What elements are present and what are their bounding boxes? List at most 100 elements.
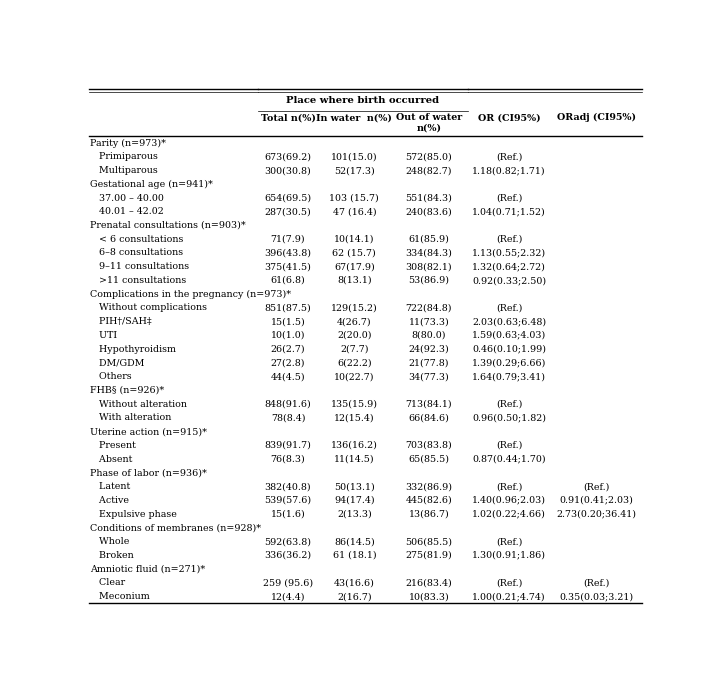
Text: 382(40.8): 382(40.8) xyxy=(265,482,312,491)
Text: 50(13.1): 50(13.1) xyxy=(334,482,375,491)
Text: 332(86.9): 332(86.9) xyxy=(406,482,453,491)
Text: 275(81.9): 275(81.9) xyxy=(406,551,452,560)
Text: 129(15.2): 129(15.2) xyxy=(331,304,378,313)
Text: 94(17.4): 94(17.4) xyxy=(334,496,374,505)
Text: 15(1.6): 15(1.6) xyxy=(271,510,305,519)
Text: (Ref.): (Ref.) xyxy=(496,482,522,491)
Text: Active: Active xyxy=(91,496,129,505)
Text: 61 (18.1): 61 (18.1) xyxy=(332,551,376,560)
Text: Place where birth occurred: Place where birth occurred xyxy=(286,96,439,104)
Text: 65(85.5): 65(85.5) xyxy=(409,455,449,464)
Text: (Ref.): (Ref.) xyxy=(496,537,522,546)
Text: 445(82.6): 445(82.6) xyxy=(406,496,452,505)
Text: In water  n(%): In water n(%) xyxy=(317,113,392,122)
Text: 1.40(0.96;2.03): 1.40(0.96;2.03) xyxy=(472,496,546,505)
Text: 11(73.3): 11(73.3) xyxy=(409,317,449,326)
Text: 673(69.2): 673(69.2) xyxy=(265,153,312,161)
Text: 506(85.5): 506(85.5) xyxy=(406,537,453,546)
Text: 240(83.6): 240(83.6) xyxy=(406,207,452,216)
Text: Whole: Whole xyxy=(91,537,130,546)
Text: (Ref.): (Ref.) xyxy=(496,399,522,409)
Text: 103 (15.7): 103 (15.7) xyxy=(329,193,379,203)
Text: 2(20.0): 2(20.0) xyxy=(337,331,371,340)
Text: 40.01 – 42.02: 40.01 – 42.02 xyxy=(91,207,164,216)
Text: 1.30(0.91;1.86): 1.30(0.91;1.86) xyxy=(472,551,546,560)
Text: 2(7.7): 2(7.7) xyxy=(340,344,369,354)
Text: 216(83.4): 216(83.4) xyxy=(406,578,452,587)
Text: 713(84.1): 713(84.1) xyxy=(406,399,452,409)
Text: 61(85.9): 61(85.9) xyxy=(409,235,449,244)
Text: 15(1.5): 15(1.5) xyxy=(271,317,305,326)
Text: 24(92.3): 24(92.3) xyxy=(409,344,449,354)
Text: 62 (15.7): 62 (15.7) xyxy=(332,249,376,258)
Text: 1.64(0.79;3.41): 1.64(0.79;3.41) xyxy=(472,372,546,381)
Text: 66(84.6): 66(84.6) xyxy=(409,414,449,422)
Text: With alteration: With alteration xyxy=(91,414,172,422)
Text: 654(69.5): 654(69.5) xyxy=(265,193,312,203)
Text: 1.32(0.64;2.72): 1.32(0.64;2.72) xyxy=(472,262,546,271)
Text: 78(8.4): 78(8.4) xyxy=(271,414,305,422)
Text: 0.46(0.10;1.99): 0.46(0.10;1.99) xyxy=(472,344,546,354)
Text: 136(16.2): 136(16.2) xyxy=(331,441,378,450)
Text: PIH†/SAH‡: PIH†/SAH‡ xyxy=(91,317,152,326)
Text: 135(15.9): 135(15.9) xyxy=(331,399,378,409)
Text: FHB§ (n=926)*: FHB§ (n=926)* xyxy=(91,386,165,395)
Text: 34(77.3): 34(77.3) xyxy=(409,372,449,381)
Text: (Ref.): (Ref.) xyxy=(496,235,522,244)
Text: 9–11 consultations: 9–11 consultations xyxy=(91,262,190,271)
Text: 551(84.3): 551(84.3) xyxy=(406,193,452,203)
Text: Absent: Absent xyxy=(91,455,133,464)
Text: 851(87.5): 851(87.5) xyxy=(265,304,312,313)
Text: 2.73(0.20;36.41): 2.73(0.20;36.41) xyxy=(556,510,636,519)
Text: Clear: Clear xyxy=(91,578,125,587)
Text: 6–8 consultations: 6–8 consultations xyxy=(91,249,183,258)
Text: 703(83.8): 703(83.8) xyxy=(406,441,452,450)
Text: DM/GDM: DM/GDM xyxy=(91,359,145,367)
Text: 0.91(0.41;2.03): 0.91(0.41;2.03) xyxy=(559,496,633,505)
Text: 2.03(0.63;6.48): 2.03(0.63;6.48) xyxy=(472,317,546,326)
Text: 10(22.7): 10(22.7) xyxy=(334,372,374,381)
Text: 10(14.1): 10(14.1) xyxy=(334,235,374,244)
Text: >11 consultations: >11 consultations xyxy=(91,276,187,285)
Text: 12(15.4): 12(15.4) xyxy=(334,414,374,422)
Text: 300(30.8): 300(30.8) xyxy=(265,166,312,175)
Text: 53(86.9): 53(86.9) xyxy=(409,276,449,285)
Text: 839(91.7): 839(91.7) xyxy=(265,441,312,450)
Text: 1.39(0.29;6.66): 1.39(0.29;6.66) xyxy=(472,359,546,367)
Text: 259 (95.6): 259 (95.6) xyxy=(263,578,313,587)
Text: Expulsive phase: Expulsive phase xyxy=(91,510,177,519)
Text: 1.59(0.63;4.03): 1.59(0.63;4.03) xyxy=(472,331,546,340)
Text: 13(86.7): 13(86.7) xyxy=(409,510,449,519)
Text: < 6 consultations: < 6 consultations xyxy=(91,235,184,244)
Text: 76(8.3): 76(8.3) xyxy=(271,455,305,464)
Text: 308(82.1): 308(82.1) xyxy=(406,262,452,271)
Text: 396(43.8): 396(43.8) xyxy=(265,249,312,258)
Text: 375(41.5): 375(41.5) xyxy=(265,262,312,271)
Text: 12(4.4): 12(4.4) xyxy=(271,592,305,601)
Text: Parity (n=973)*: Parity (n=973)* xyxy=(91,138,166,148)
Text: (Ref.): (Ref.) xyxy=(496,304,522,313)
Text: Total n(%): Total n(%) xyxy=(261,113,315,122)
Text: Amniotic fluid (n=271)*: Amniotic fluid (n=271)* xyxy=(91,565,205,574)
Text: 2(13.3): 2(13.3) xyxy=(337,510,371,519)
Text: 0.92(0.33;2.50): 0.92(0.33;2.50) xyxy=(472,276,546,285)
Text: Out of water
n(%): Out of water n(%) xyxy=(396,113,462,133)
Text: 572(85.0): 572(85.0) xyxy=(406,153,452,161)
Text: 52(17.3): 52(17.3) xyxy=(334,166,375,175)
Text: Broken: Broken xyxy=(91,551,134,560)
Text: 6(22.2): 6(22.2) xyxy=(337,359,371,367)
Text: (Ref.): (Ref.) xyxy=(496,193,522,203)
Text: OR (CI95%): OR (CI95%) xyxy=(478,113,540,122)
Text: Conditions of membranes (n=928)*: Conditions of membranes (n=928)* xyxy=(91,523,262,532)
Text: 67(17.9): 67(17.9) xyxy=(334,262,375,271)
Text: 101(15.0): 101(15.0) xyxy=(331,153,378,161)
Text: 44(4.5): 44(4.5) xyxy=(271,372,305,381)
Text: (Ref.): (Ref.) xyxy=(583,578,610,587)
Text: 848(91.6): 848(91.6) xyxy=(265,399,312,409)
Text: 0.35(0.03;3.21): 0.35(0.03;3.21) xyxy=(559,592,633,601)
Text: 61(6.8): 61(6.8) xyxy=(271,276,305,285)
Text: ORadj (CI95%): ORadj (CI95%) xyxy=(557,113,635,122)
Text: 8(13.1): 8(13.1) xyxy=(337,276,371,285)
Text: (Ref.): (Ref.) xyxy=(496,578,522,587)
Text: 592(63.8): 592(63.8) xyxy=(265,537,312,546)
